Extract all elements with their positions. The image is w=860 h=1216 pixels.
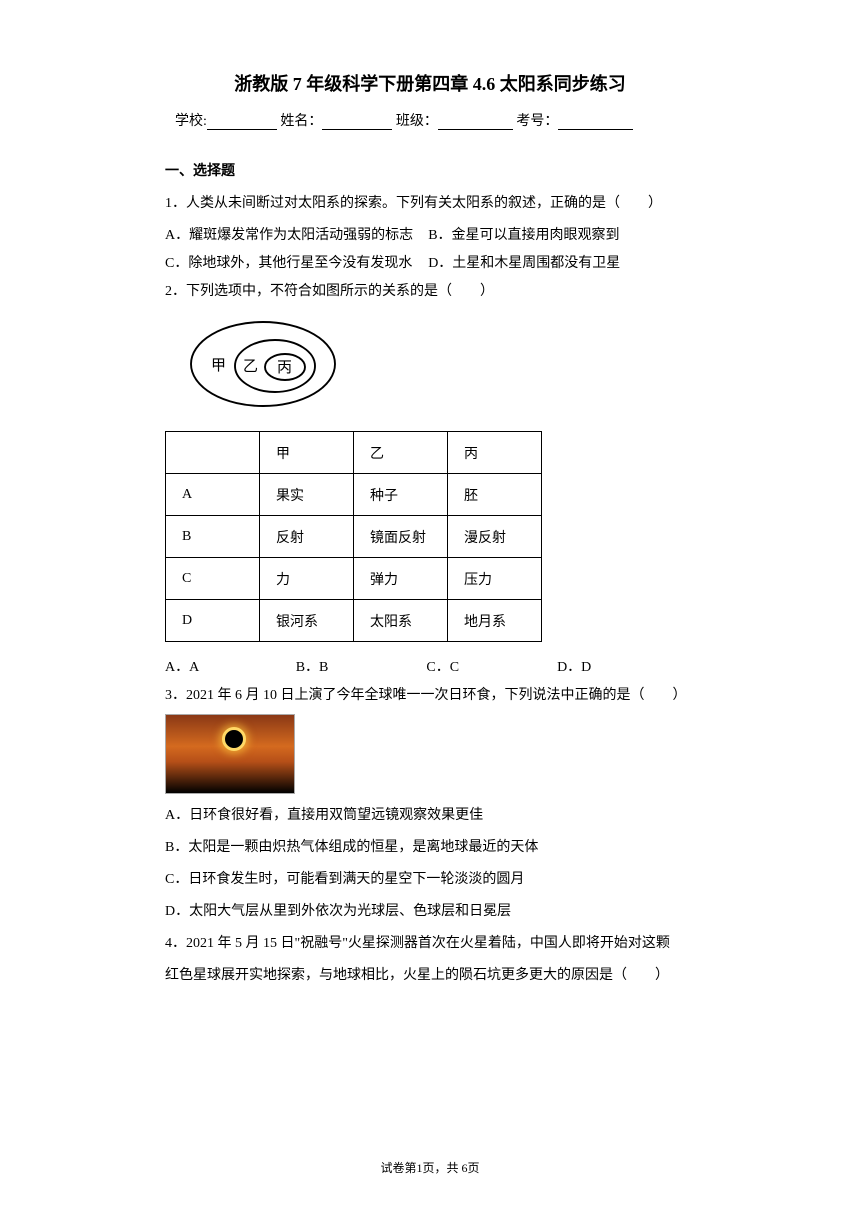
venn-label-jia: 甲 [211,358,226,374]
q2-choice-b[interactable]: B．B [296,654,423,682]
q3-choice-b[interactable]: B．太阳是一颗由炽热气体组成的恒星，是离地球最近的天体 [165,834,695,862]
q3-choice-c[interactable]: C．日环食发生时，可能看到满天的星空下一轮淡淡的圆月 [165,866,695,894]
table-row-b: B 反射 镜面反射 漫反射 [166,516,542,558]
student-info-line: 学校: 姓名： 班级： 考号： [165,110,695,130]
q2-text: 2．下列选项中，不符合如图所示的关系的是（ ） [165,278,695,306]
venn-label-bing: 丙 [277,360,292,376]
eclipse-image [165,714,295,794]
section-heading: 一、选择题 [165,160,695,180]
class-label: 班级： [396,114,438,129]
name-label: 姓名： [280,114,322,129]
table-row-d: D 银河系 太阳系 地月系 [166,600,542,642]
th-blank [166,432,260,474]
name-blank[interactable] [322,114,392,130]
q1-choice-c[interactable]: C．除地球外，其他行星至今没有发现水 [165,250,425,278]
q3-choice-a[interactable]: A．日环食很好看，直接用双筒望远镜观察效果更佳 [165,802,695,830]
q4-line1: 4．2021 年 5 月 15 日"祝融号"火星探测器首次在火星着陆，中国人即将… [165,930,695,958]
venn-label-yi: 乙 [243,359,258,375]
th-yi: 乙 [354,432,448,474]
q1-choice-d[interactable]: D．土星和木星周围都没有卫星 [428,250,688,278]
page-title: 浙教版 7 年级科学下册第四章 4.6 太阳系同步练习 [165,70,695,96]
exam-label: 考号： [516,114,558,129]
table-row-a: A 果实 种子 胚 [166,474,542,516]
venn-diagram: 甲 乙 丙 [183,314,695,419]
q1-choice-b[interactable]: B．金星可以直接用肉眼观察到 [428,222,688,250]
table-header-row: 甲 乙 丙 [166,432,542,474]
q3-text: 3．2021 年 6 月 10 日上演了今年全球唯一一次日环食，下列说法中正确的… [165,682,695,710]
q1-choice-a[interactable]: A．耀斑爆发常作为太阳活动强弱的标志 [165,222,425,250]
q3-choice-d[interactable]: D．太阳大气层从里到外依次为光球层、色球层和日冕层 [165,898,695,926]
page-footer: 试卷第1页，共 6页 [165,1159,695,1176]
th-jia: 甲 [260,432,354,474]
class-blank[interactable] [438,114,513,130]
exam-blank[interactable] [558,114,633,130]
q2-choice-d[interactable]: D．D [557,654,684,682]
q2-choice-a[interactable]: A．A [165,654,292,682]
q2-choice-c[interactable]: C．C [426,654,553,682]
q4-line2: 红色星球展开实地探索，与地球相比，火星上的陨石坑更多更大的原因是（ ） [165,962,695,990]
school-blank[interactable] [207,114,277,130]
school-label: 学校: [175,114,207,129]
th-bing: 丙 [448,432,542,474]
eclipse-ring-icon [222,727,246,751]
table-row-c: C 力 弹力 压力 [166,558,542,600]
q1-text: 1．人类从未间断过对太阳系的探索。下列有关太阳系的叙述，正确的是（ ） [165,190,695,218]
q2-table: 甲 乙 丙 A 果实 种子 胚 B 反射 镜面反射 漫反射 C 力 弹力 压力 … [165,431,542,642]
